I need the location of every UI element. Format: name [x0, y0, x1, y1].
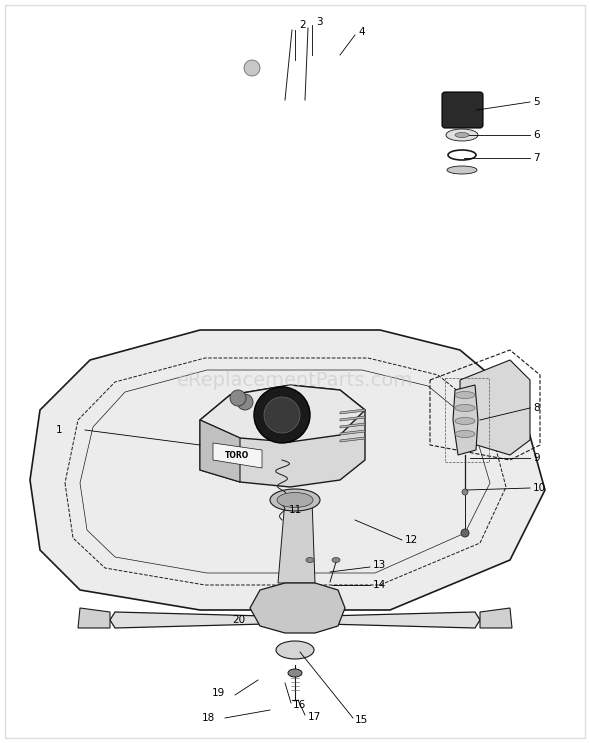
- Polygon shape: [340, 409, 365, 414]
- Text: 15: 15: [355, 715, 368, 725]
- Circle shape: [237, 394, 253, 410]
- Ellipse shape: [455, 404, 475, 412]
- Ellipse shape: [455, 430, 475, 438]
- Polygon shape: [340, 437, 365, 442]
- Text: TORO: TORO: [225, 452, 249, 461]
- Text: 18: 18: [202, 713, 215, 723]
- Ellipse shape: [447, 166, 477, 174]
- Ellipse shape: [446, 129, 478, 141]
- Text: 2: 2: [299, 20, 306, 30]
- Text: 16: 16: [293, 700, 306, 710]
- Text: 7: 7: [533, 153, 540, 163]
- Polygon shape: [213, 443, 262, 468]
- Ellipse shape: [455, 418, 475, 424]
- Polygon shape: [480, 608, 512, 628]
- Text: 13: 13: [373, 560, 386, 570]
- Ellipse shape: [455, 132, 469, 137]
- Polygon shape: [110, 609, 480, 631]
- Text: 14: 14: [373, 580, 386, 590]
- Text: 4: 4: [358, 27, 365, 37]
- Polygon shape: [200, 385, 365, 487]
- Text: 8: 8: [533, 403, 540, 413]
- Polygon shape: [340, 430, 365, 435]
- Ellipse shape: [306, 557, 314, 562]
- Ellipse shape: [277, 493, 313, 507]
- Circle shape: [462, 489, 468, 495]
- Text: 19: 19: [212, 688, 225, 698]
- Text: 20: 20: [232, 615, 245, 625]
- Circle shape: [230, 390, 246, 406]
- Polygon shape: [340, 423, 365, 428]
- Polygon shape: [453, 385, 478, 455]
- Text: 9: 9: [533, 453, 540, 463]
- Polygon shape: [460, 360, 530, 455]
- Text: 6: 6: [533, 130, 540, 140]
- Text: 1: 1: [55, 425, 62, 435]
- FancyBboxPatch shape: [442, 92, 483, 128]
- Text: eReplacementParts.com: eReplacementParts.com: [177, 371, 413, 389]
- Ellipse shape: [332, 557, 340, 562]
- Text: 3: 3: [316, 17, 323, 27]
- Circle shape: [264, 397, 300, 433]
- Polygon shape: [250, 583, 345, 633]
- Polygon shape: [200, 420, 240, 482]
- Text: 12: 12: [405, 535, 418, 545]
- Circle shape: [244, 60, 260, 76]
- Circle shape: [461, 529, 469, 537]
- Circle shape: [254, 387, 310, 443]
- Text: 5: 5: [533, 97, 540, 107]
- Ellipse shape: [270, 489, 320, 511]
- Ellipse shape: [276, 641, 314, 659]
- Text: 10: 10: [533, 483, 546, 493]
- Polygon shape: [200, 385, 365, 442]
- Ellipse shape: [288, 669, 302, 677]
- Polygon shape: [30, 330, 545, 610]
- Text: 17: 17: [308, 712, 321, 722]
- Polygon shape: [78, 608, 110, 628]
- Ellipse shape: [455, 392, 475, 398]
- Polygon shape: [278, 500, 315, 583]
- Polygon shape: [340, 416, 365, 421]
- Text: 11: 11: [289, 505, 301, 515]
